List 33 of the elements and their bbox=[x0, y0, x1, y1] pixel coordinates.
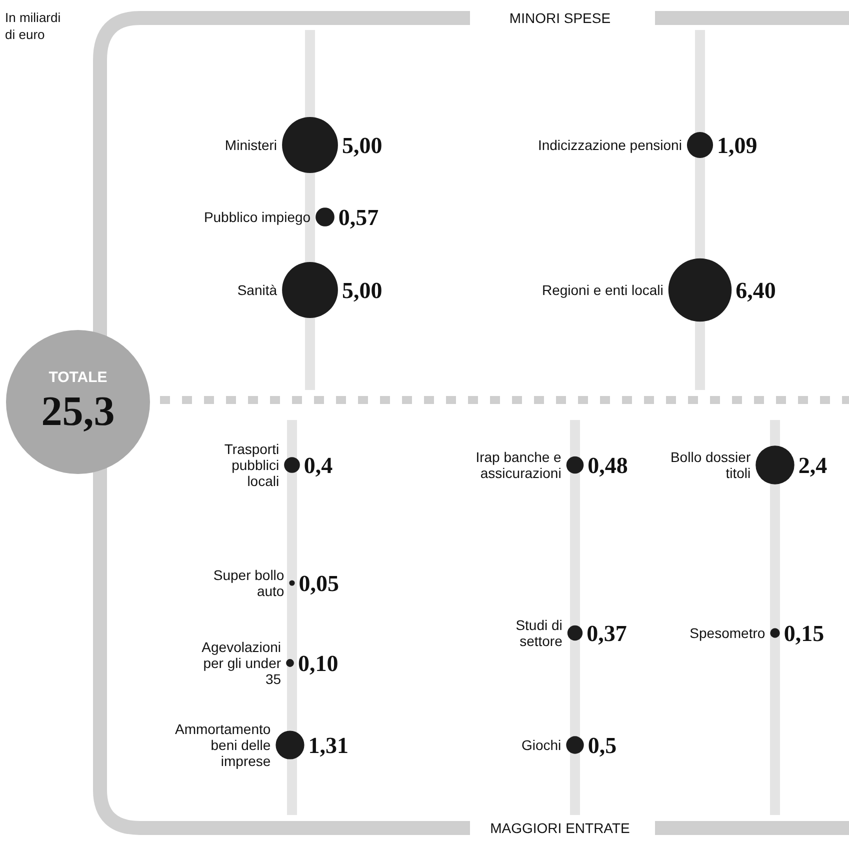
data-label: 5,00 bbox=[342, 278, 382, 303]
data-label: 1,31 bbox=[308, 733, 349, 758]
data-label: 0,57 bbox=[338, 205, 379, 230]
category-label: Agevolazioni per gli under 35 bbox=[202, 639, 282, 687]
category-label: Giochi bbox=[521, 737, 562, 753]
category-label: Sanità bbox=[237, 282, 278, 298]
text: 25,3 bbox=[41, 389, 115, 435]
data-label: 0,15 bbox=[784, 621, 824, 646]
data-label: 0,4 bbox=[304, 453, 334, 478]
data-label: 0,37 bbox=[586, 621, 627, 646]
text: MAGGIORI ENTRATE bbox=[490, 820, 630, 836]
category-label: Trasporti pubblici locali bbox=[224, 441, 280, 489]
data-label: 2,4 bbox=[798, 453, 828, 478]
category-label: Irap banche e assicurazioni bbox=[476, 449, 562, 481]
category-label: Super bollo auto bbox=[213, 567, 284, 599]
category-label: Pubblico impiego bbox=[204, 209, 311, 225]
data-label: 6,40 bbox=[736, 278, 776, 303]
data-label: 0,05 bbox=[298, 571, 340, 596]
category-label: Indicizzazione pensioni bbox=[538, 137, 682, 153]
text: MINORI SPESE bbox=[509, 10, 611, 26]
data-label: 0,5 bbox=[588, 733, 617, 758]
data-label: 5,00 bbox=[342, 133, 382, 158]
text: TOTALE bbox=[48, 369, 108, 386]
category-label: Ammortamento beni delle imprese bbox=[174, 721, 271, 769]
text: In miliardi di euro bbox=[5, 10, 61, 42]
data-label: 1,09 bbox=[717, 133, 758, 158]
data-label: 0,10 bbox=[298, 651, 338, 676]
category-label: Regioni e enti locali bbox=[542, 282, 664, 298]
category-label: Ministeri bbox=[224, 137, 278, 153]
data-label: 0,48 bbox=[588, 453, 628, 478]
category-label: Studi di settore bbox=[516, 617, 563, 649]
category-label: Spesometro bbox=[690, 625, 766, 641]
category-label: Bollo dossier titoli bbox=[670, 449, 751, 481]
